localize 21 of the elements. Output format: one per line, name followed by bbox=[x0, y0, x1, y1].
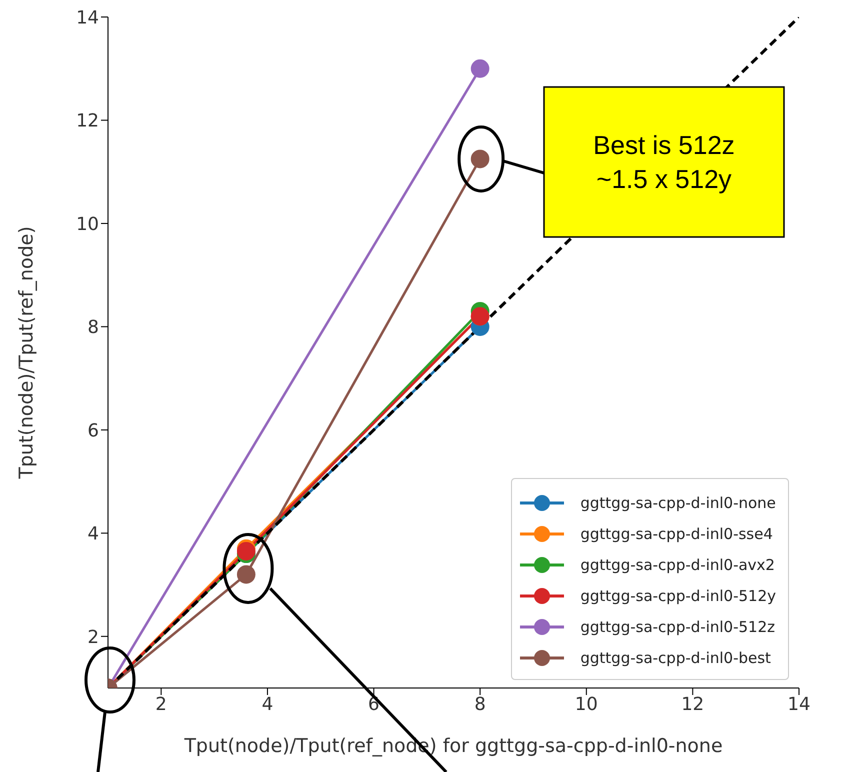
legend-label: ggttgg-sa-cpp-d-inl0-avx2 bbox=[580, 556, 775, 574]
x-tick-label: 4 bbox=[262, 694, 274, 715]
legend-label: ggttgg-sa-cpp-d-inl0-512z bbox=[580, 618, 775, 636]
y-tick-label: 14 bbox=[76, 7, 99, 28]
y-tick-label: 4 bbox=[88, 524, 99, 545]
x-tick-label: 10 bbox=[574, 694, 598, 715]
y-axis-title: Tput(node)/Tput(ref_node) bbox=[16, 226, 38, 480]
legend-label: ggttgg-sa-cpp-d-inl0-sse4 bbox=[580, 524, 773, 542]
legend-label: ggttgg-sa-cpp-d-inl0-512y bbox=[580, 586, 776, 604]
x-tick-label: 12 bbox=[681, 694, 704, 715]
x-tick-label: 14 bbox=[788, 694, 810, 715]
y-tick-label: 2 bbox=[88, 626, 99, 648]
y-tick-label: 10 bbox=[76, 214, 99, 235]
legend-label: ggttgg-sa-cpp-d-inl0-none bbox=[580, 494, 776, 512]
y-tick-label: 6 bbox=[88, 420, 99, 442]
legend-label: ggttgg-sa-cpp-d-inl0-best bbox=[580, 648, 771, 666]
y-tick-label: 12 bbox=[76, 110, 99, 132]
x-tick-label: 8 bbox=[474, 694, 486, 715]
annotation: Best is 512z ~1.5 x 512y bbox=[544, 87, 784, 237]
x-tick-label: 2 bbox=[155, 694, 167, 715]
y-tick-label: 8 bbox=[88, 317, 99, 338]
